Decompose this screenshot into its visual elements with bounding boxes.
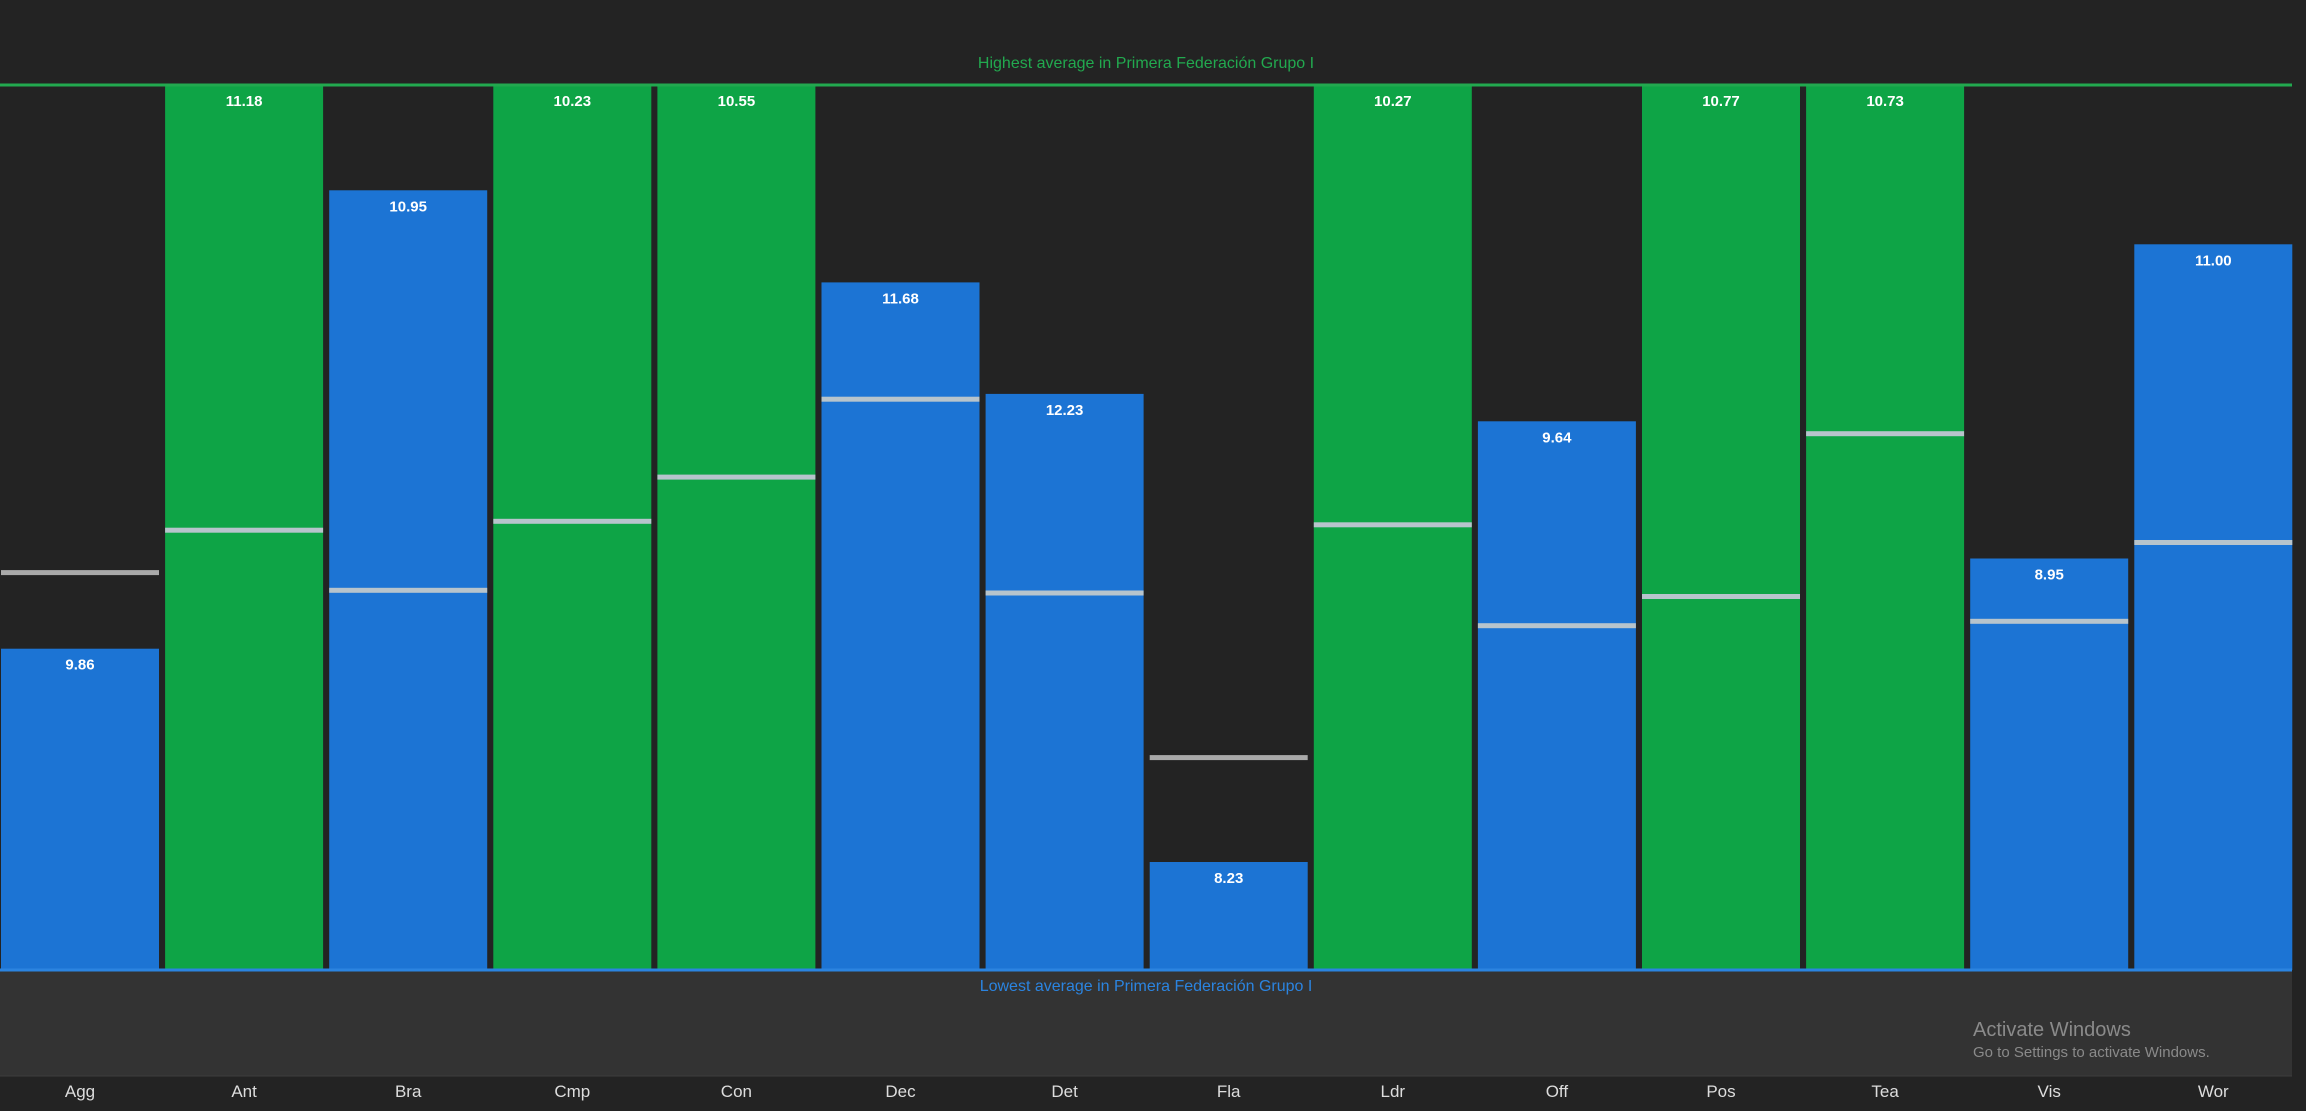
x-tick-ldr: Ldr [1381,1082,1406,1101]
average-marker-vis [1970,618,2129,624]
x-tick-off: Off [1546,1082,1569,1101]
x-tick-det: Det [1051,1082,1078,1101]
average-marker-agg [1,570,159,576]
value-label-pos: 10.77 [1702,93,1740,110]
average-marker-det [985,590,1144,596]
value-label-fla: 8.23 [1214,870,1243,887]
average-marker-tea [1806,431,1965,437]
x-tick-cmp: Cmp [554,1082,590,1101]
bar-det [985,393,1144,970]
bar-vis [1970,558,2129,970]
bar-agg [1,648,159,970]
value-label-ldr: 10.27 [1374,93,1412,110]
bar-wor [2134,244,2293,971]
average-marker-ldr [1313,522,1472,528]
value-label-vis: 8.95 [2035,567,2064,584]
x-tick-dec: Dec [885,1082,916,1101]
lowest-average-label: Lowest average in Primera Federación Gru… [980,978,1313,995]
average-marker-bra [329,587,488,593]
average-marker-ant [165,527,324,533]
x-tick-labels-layer: Agg Ant Bra Cmp Con Dec Det Fla Ldr Off Pos Tea Vis W… [65,1082,2229,1101]
lower-band-background [0,970,2292,1076]
average-marker-dec [821,396,980,402]
value-label-con: 10.55 [718,93,756,110]
x-tick-ant: Ant [231,1082,257,1101]
x-tick-vis: Vis [2038,1082,2061,1101]
average-marker-pos [1642,594,1800,599]
bar-fla [1149,862,1308,970]
x-tick-wor: Wor [2198,1082,2229,1101]
x-tick-fla: Fla [1217,1082,1241,1101]
average-markers-layer [1,396,2293,761]
bars-layer [1,85,2293,971]
value-label-det: 12.23 [1046,402,1084,419]
value-label-bra: 10.95 [389,198,427,215]
x-tick-pos: Pos [1706,1082,1735,1101]
value-label-cmp: 10.23 [554,93,592,110]
bar-off [1477,421,1636,970]
average-marker-con [657,474,816,480]
x-tick-tea: Tea [1871,1082,1899,1101]
average-marker-cmp [493,518,652,524]
value-label-wor: 11.00 [2195,252,2232,269]
value-label-off: 9.64 [1542,429,1572,446]
bar-ant [165,85,324,970]
value-label-agg: 9.86 [65,657,94,674]
average-marker-off [1477,623,1636,629]
bar-tea [1806,85,1965,970]
highest-average-label: Highest average in Primera Federación Gr… [978,55,1314,72]
bar-ldr [1313,85,1472,970]
x-tick-agg: Agg [65,1082,95,1101]
bar-con [657,85,816,970]
value-label-ant: 11.18 [226,93,263,110]
bar-pos [1642,85,1800,970]
value-label-dec: 11.68 [882,290,919,307]
bar-dec [821,282,980,970]
value-label-tea: 10.73 [1866,93,1904,110]
value-labels-layer: 9.86 11.18 10.95 10.23 10.55 11.68 12.23 8.23 10… [65,93,2231,887]
bar-cmp [493,85,652,970]
x-tick-con: Con [721,1082,752,1101]
bar-bra [329,190,488,971]
x-tick-bra: Bra [395,1082,422,1101]
average-marker-fla [1149,755,1308,761]
average-marker-wor [2134,540,2293,545]
